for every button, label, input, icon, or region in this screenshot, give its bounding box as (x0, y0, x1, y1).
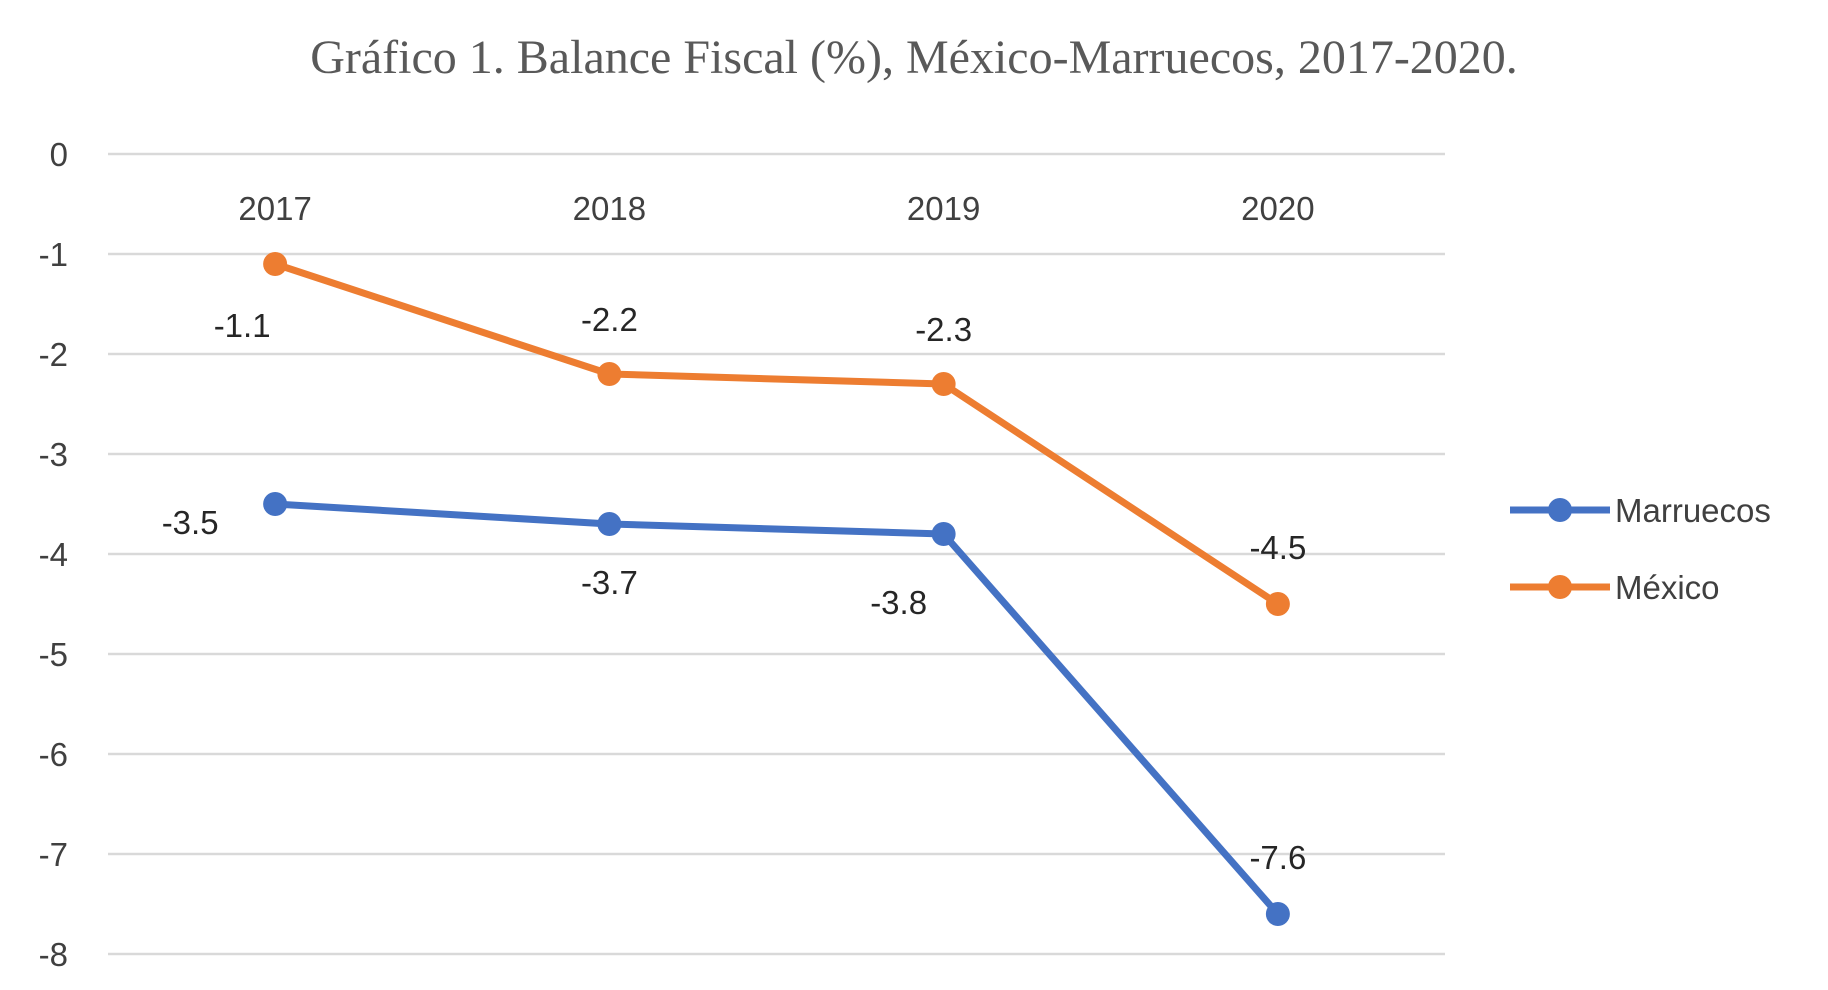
data-label: -7.6 (1249, 839, 1306, 876)
series-line (271, 260, 1282, 608)
y-tick-label: 0 (50, 136, 68, 173)
y-tick-label: -7 (39, 836, 68, 873)
x-tick-label: 2019 (907, 190, 980, 227)
data-label: -2.2 (581, 301, 638, 338)
x-tick-label: 2020 (1241, 190, 1314, 227)
data-point (931, 522, 956, 546)
series-line (271, 500, 1282, 918)
y-tick-label: -4 (39, 536, 68, 573)
chart-title: Gráfico 1. Balance Fiscal (%), México-Ma… (310, 31, 1518, 84)
data-point (597, 512, 622, 536)
y-tick-label: -1 (39, 236, 68, 273)
y-tick-label: -8 (39, 936, 68, 973)
data-label: -1.1 (214, 307, 271, 344)
data-point (1265, 592, 1290, 616)
data-point (263, 252, 288, 276)
y-tick-label: -3 (39, 436, 68, 473)
y-tick-label: -6 (39, 736, 68, 773)
legend-swatch-marker (1548, 498, 1572, 522)
data-label: -4.5 (1249, 529, 1306, 566)
x-tick-label: 2018 (573, 190, 646, 227)
data-point (931, 372, 956, 396)
data-label: -3.8 (870, 584, 927, 621)
data-label: -2.3 (915, 311, 972, 348)
data-point (263, 492, 288, 516)
legend-label: Marruecos (1615, 492, 1771, 529)
y-tick-label: -2 (39, 336, 68, 373)
data-label: -3.7 (581, 564, 638, 601)
x-tick-label: 2017 (238, 190, 311, 227)
data-point (1265, 902, 1290, 926)
legend-label: México (1615, 569, 1720, 606)
data-point (597, 362, 622, 386)
y-tick-label: -5 (39, 636, 68, 673)
legend-swatch-marker (1548, 575, 1572, 599)
data-label: -3.5 (162, 504, 219, 541)
